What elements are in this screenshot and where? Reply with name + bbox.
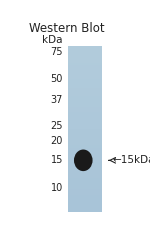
Bar — [68, 57, 102, 60]
Bar — [68, 85, 102, 88]
Bar — [68, 140, 102, 143]
Bar — [68, 129, 102, 132]
Bar — [68, 115, 102, 118]
Bar — [68, 110, 102, 112]
Bar — [68, 54, 102, 57]
Bar — [68, 71, 102, 74]
Bar — [68, 165, 102, 167]
Bar — [68, 65, 102, 68]
Bar — [68, 74, 102, 77]
Bar — [68, 198, 102, 201]
Bar — [68, 154, 102, 156]
Bar — [68, 132, 102, 134]
Ellipse shape — [74, 150, 93, 171]
Bar — [68, 90, 102, 93]
Bar — [68, 203, 102, 206]
Bar — [68, 181, 102, 184]
Bar — [68, 112, 102, 115]
Bar — [68, 68, 102, 71]
Bar — [68, 187, 102, 190]
Bar — [68, 79, 102, 82]
Text: 10: 10 — [51, 183, 63, 193]
Bar — [68, 159, 102, 162]
Text: kDa: kDa — [42, 35, 63, 45]
Bar — [68, 49, 102, 52]
Bar — [68, 151, 102, 154]
Bar — [68, 148, 102, 151]
Bar — [68, 88, 102, 90]
Bar — [68, 173, 102, 176]
Text: Western Blot: Western Blot — [29, 22, 105, 35]
Text: 25: 25 — [50, 121, 63, 131]
Bar — [68, 93, 102, 96]
Bar — [68, 178, 102, 181]
Text: 75: 75 — [50, 47, 63, 57]
Bar — [68, 52, 102, 54]
Bar — [68, 190, 102, 192]
Bar — [68, 201, 102, 203]
Bar — [68, 162, 102, 165]
Bar — [68, 101, 102, 104]
Bar — [68, 134, 102, 137]
Bar — [68, 209, 102, 212]
Bar — [68, 99, 102, 101]
Bar — [68, 107, 102, 110]
Bar — [68, 192, 102, 195]
Bar — [68, 121, 102, 123]
Text: 50: 50 — [51, 74, 63, 84]
Bar — [68, 195, 102, 198]
Bar — [68, 63, 102, 65]
Bar — [68, 46, 102, 49]
Text: ←15kDa: ←15kDa — [113, 155, 150, 165]
Bar — [68, 118, 102, 121]
Bar — [68, 137, 102, 140]
Bar — [68, 77, 102, 79]
Bar — [68, 82, 102, 85]
Bar — [68, 170, 102, 173]
Bar — [68, 123, 102, 126]
Bar — [68, 176, 102, 178]
Bar — [68, 126, 102, 129]
Bar — [68, 60, 102, 63]
Text: 15: 15 — [51, 155, 63, 165]
Bar — [68, 184, 102, 187]
Bar — [68, 145, 102, 148]
Bar — [68, 167, 102, 170]
Bar — [68, 143, 102, 145]
Bar — [68, 96, 102, 99]
Bar — [68, 104, 102, 107]
Text: 20: 20 — [51, 136, 63, 146]
Bar — [68, 206, 102, 209]
Text: 37: 37 — [51, 95, 63, 105]
Bar — [68, 156, 102, 159]
